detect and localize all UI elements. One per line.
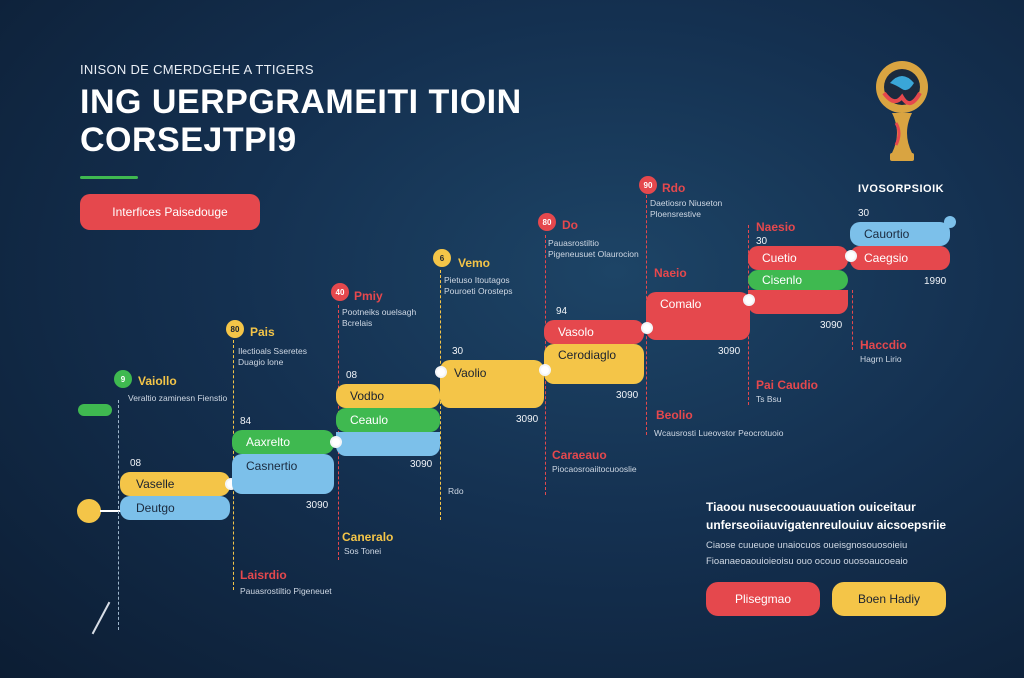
extra-label-6: Naeio [654, 266, 687, 280]
tag-bottom-4: Rdo [448, 486, 464, 496]
step-2-label: Pais [250, 325, 275, 339]
info-heading-line1: Tiaoou nusecoouauuation ouiceitaur [706, 500, 916, 514]
step-3-bar-tail [336, 432, 440, 456]
step-5-node[interactable]: 80 [538, 213, 556, 231]
extra-desc-3: Piocaosroaiitocuooslie [552, 464, 637, 474]
step-7-guide [748, 225, 749, 405]
info-body-line2: Fioanaeoaouioieoisu ouo ocouo ouosoaucoe… [706, 556, 908, 567]
step-5-num-bottom: 3090 [616, 390, 639, 401]
extra-label-1: Laisrdio [240, 568, 287, 582]
step-7-bar-secondary[interactable]: Cisenlo [748, 270, 848, 290]
step-7-num-bottom: 3090 [820, 320, 843, 331]
step-5-dot [539, 364, 551, 376]
step-1-node[interactable]: 9 [114, 370, 132, 388]
primary-action-button[interactable]: Plisegmao [706, 582, 820, 616]
page-title-line2: CORSEJTPI9 [80, 121, 297, 159]
step-2-num-top: 84 [240, 416, 252, 427]
step-8-bar-secondary[interactable]: Caegsio [850, 246, 950, 270]
secondary-action-button[interactable]: Boen Hadiy [832, 582, 946, 616]
timeline-axis [118, 400, 119, 630]
step-3-bar-secondary[interactable]: Ceaulo [336, 408, 440, 432]
step-8-num-top: 30 [858, 208, 870, 219]
step-6-node[interactable]: 90 [639, 176, 657, 194]
step-1-label: Vaiollo [138, 374, 177, 388]
step-4-label: Vemo [458, 256, 491, 270]
step-5-bar-primary[interactable]: Vasolo [544, 320, 644, 344]
step-7-dot [743, 294, 755, 306]
step-7-num-top: 30 [756, 236, 768, 247]
logo-caption: IVOSORPSIOIK [858, 183, 945, 195]
step-3-bar-primary[interactable]: Vodbo [336, 384, 440, 408]
page-title-line1: ING UERPGRAMEITI TIOIN [80, 83, 522, 121]
step-1-bar-primary[interactable]: Vaselle [120, 472, 230, 496]
step-2-num-bottom: 3090 [306, 500, 329, 511]
step-3-num-top: 08 [346, 370, 358, 381]
step-2-bar-secondary[interactable]: Casnertio [232, 454, 334, 494]
info-heading-line2: unferseoiiauvigatenreulouiuv aicsoepsrii… [706, 518, 947, 532]
step-6-num-bottom: 3090 [718, 346, 741, 357]
step-5-bar-secondary[interactable]: Cerodiaglo [544, 344, 644, 384]
info-body-line1: Ciaose cuueuoe unaiocuos oueisgnosouosoi… [706, 540, 908, 551]
step-4-num-top: 30 [452, 346, 464, 357]
step-5-desc: Pauasrostiltio Pigeneusuet Olaurocion [548, 238, 639, 259]
step-8-dot [845, 250, 857, 262]
decor-slash [91, 601, 111, 635]
step-8-desc: Hagrn Lirio [860, 354, 902, 364]
step-4-node[interactable]: 6 [433, 249, 451, 267]
step-1-bar-secondary[interactable]: Deutgo [120, 496, 230, 520]
step-1-num-top: 08 [130, 458, 142, 469]
extra-desc-1: Pauasrostiltio Pigeneuet [240, 586, 332, 596]
step-2-node[interactable]: 80 [226, 320, 244, 338]
extra-label-5: Pai Caudio [756, 378, 819, 392]
step-4-bar-primary[interactable]: Vaolio [440, 360, 544, 408]
step-3-dot [330, 436, 342, 448]
step-6-dot [641, 322, 653, 334]
extra-desc-5: Ts Bsu [756, 394, 782, 404]
step-6-bar-primary[interactable]: Comalo [646, 292, 750, 340]
step-2-desc: Ilectioals Sseretes Duagio lone [238, 346, 307, 367]
step-8-guide [852, 290, 853, 350]
step-7-bar-tail [748, 290, 848, 314]
extra-label-4: Beolio [656, 408, 693, 422]
start-node[interactable] [77, 499, 101, 523]
step-6-desc: Daetiosro Niuseton Ploensrestive [650, 198, 723, 219]
title-accent-divider [80, 176, 138, 179]
step-3-desc: Pootneiks ouelsagh Bcrelais [342, 307, 417, 328]
end-node[interactable] [944, 216, 956, 228]
step-1-desc: Veraltio zaminesn Fienstio [128, 393, 228, 403]
extra-label-2: Caneralo [342, 530, 394, 544]
side-tag [78, 404, 112, 416]
start-connector [100, 510, 122, 512]
extra-desc-2: Sos Tonei [344, 546, 382, 556]
trophy-emblem-icon [862, 55, 942, 185]
extra-desc-4: Wcausrosti Lueovstor Peocrotuoio [654, 428, 784, 438]
step-5-num-top: 94 [556, 306, 568, 317]
step-3-num-bottom: 3090 [410, 459, 433, 470]
header-cta-button[interactable]: Interfices Paisedouge [80, 194, 260, 230]
step-8-num-bottom: 1990 [924, 276, 947, 287]
step-7-label: Naesio [756, 220, 796, 234]
step-8-bar-primary[interactable]: Cauortio [850, 222, 950, 246]
step-8-label: Haccdio [860, 338, 907, 352]
step-2-bar-primary[interactable]: Aaxrelto [232, 430, 334, 454]
step-3-label: Pmiy [354, 289, 383, 303]
extra-label-3: Caraeauo [552, 448, 607, 462]
page-subtitle: INISON DE CMERDGEHE A TTIGERS [80, 62, 314, 77]
step-6-label: Rdo [662, 181, 686, 195]
step-7-bar-primary[interactable]: Cuetio [748, 246, 848, 270]
step-3-node[interactable]: 40 [331, 283, 349, 301]
step-4-dot [435, 366, 447, 378]
step-4-num-bottom: 3090 [516, 414, 539, 425]
step-5-label: Do [562, 218, 578, 232]
step-4-desc: Pietuso Itoutagos Pouroeti Orosteps [444, 275, 513, 296]
